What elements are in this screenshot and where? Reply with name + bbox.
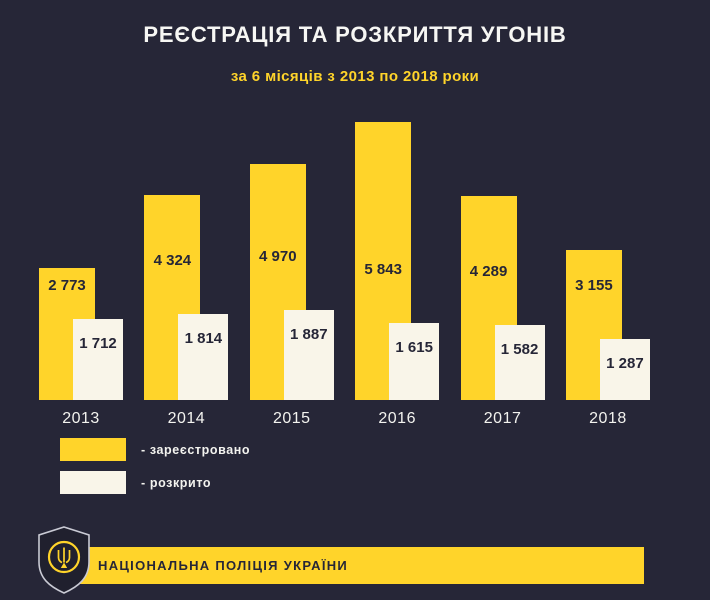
bar-pair: 3 155 1 287	[565, 115, 650, 400]
solved-bar	[283, 310, 334, 400]
registered-value-label: 4 970	[259, 248, 297, 265]
registered-swatch	[60, 438, 126, 461]
bar-group: 3 155 1 287 2018	[565, 115, 650, 428]
year-label: 2013	[62, 410, 100, 427]
page-title: РЕЄСТРАЦІЯ ТА РОЗКРИТТЯ УГОНІВ	[143, 22, 567, 47]
year-label: 2014	[167, 410, 206, 427]
page-subtitle: за 6 місяців з 2013 по 2018 роки	[230, 68, 480, 85]
solved-value-label: 1 287	[606, 355, 644, 372]
year-label: 2018	[589, 410, 627, 427]
solved-value-label: 1 615	[395, 339, 433, 356]
registered-value-label: 4 324	[153, 252, 192, 269]
registered-value-label: 5 843	[364, 261, 402, 278]
year-label: 2017	[483, 410, 522, 427]
registered-value-label: 4 289	[469, 263, 508, 280]
solved-bar	[178, 314, 229, 400]
bar-pair: 4 289 1 582	[460, 115, 545, 400]
bar-group: 2 773 1 712 2013	[39, 115, 123, 428]
legend-row-solved: - розкрито	[60, 471, 250, 494]
year-label: 2015	[272, 410, 311, 427]
bar-pair: 4 324 1 814	[144, 115, 229, 400]
legend-row-registered: - зареєстровано	[60, 438, 250, 461]
bar-group: 4 289 1 582 2017	[460, 115, 545, 428]
bar-group: 4 324 1 814 2014	[144, 115, 229, 428]
registered-value-label: 2 773	[48, 277, 86, 294]
legend: - зареєстровано - розкрито	[60, 438, 250, 504]
solved-legend-label: - розкрито	[141, 475, 212, 490]
bar-group: 5 843 1 615 2016	[355, 115, 440, 428]
footer-strip: НАЦІОНАЛЬНА ПОЛІЦІЯ УКРАЇНИ	[80, 547, 644, 584]
police-badge-icon	[38, 526, 90, 594]
solved-bar	[389, 323, 440, 400]
org-name: НАЦІОНАЛЬНА ПОЛІЦІЯ УКРАЇНИ	[98, 558, 349, 573]
registered-legend-label: - зареєстровано	[141, 442, 251, 457]
bar-group: 4 970 1 887 2015	[249, 115, 334, 428]
plot: 2 773 1 712 2013 4 324 1 814 2014 4 970 1 887 20…	[0, 115, 710, 428]
solved-value-label: 1 712	[79, 335, 117, 352]
year-label: 2016	[378, 410, 416, 427]
solved-bar	[494, 325, 545, 400]
solved-value-label: 1 814	[184, 330, 223, 347]
bar-pair: 4 970 1 887	[249, 115, 334, 400]
solved-bar	[599, 339, 650, 400]
registered-value-label: 3 155	[575, 277, 613, 294]
bar-pair: 5 843 1 615	[355, 115, 440, 400]
solved-bar	[73, 319, 123, 400]
solved-value-label: 1 582	[500, 341, 539, 358]
solved-value-label: 1 887	[290, 326, 328, 343]
solved-swatch	[60, 471, 126, 494]
bar-pair: 2 773 1 712	[39, 115, 123, 400]
